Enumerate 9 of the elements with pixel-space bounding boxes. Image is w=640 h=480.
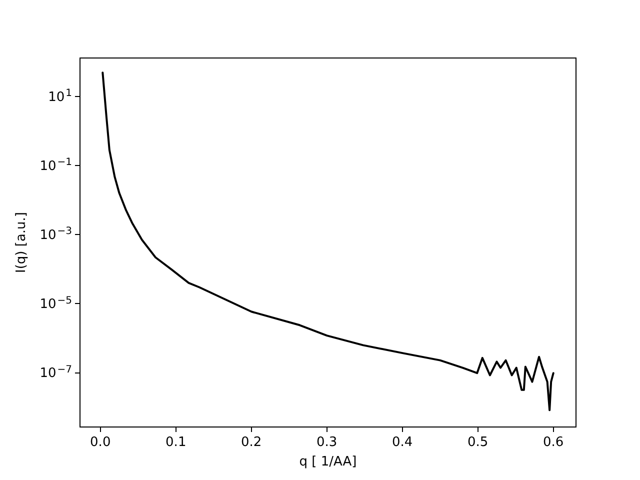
x-tick-label: 0.6 [543, 434, 564, 450]
x-axis-title: q [ 1/AA] [299, 454, 357, 470]
x-tick-label: 0.3 [316, 434, 338, 450]
x-tick-label: 0.5 [468, 434, 488, 450]
x-tick-label: 0.1 [166, 434, 186, 450]
x-tick-label: 0.4 [392, 434, 413, 450]
x-tick-label: 0.2 [241, 434, 262, 450]
x-tick-label: 0.0 [90, 434, 111, 450]
y-axis-title: I(q) [a.u.] [14, 212, 30, 273]
